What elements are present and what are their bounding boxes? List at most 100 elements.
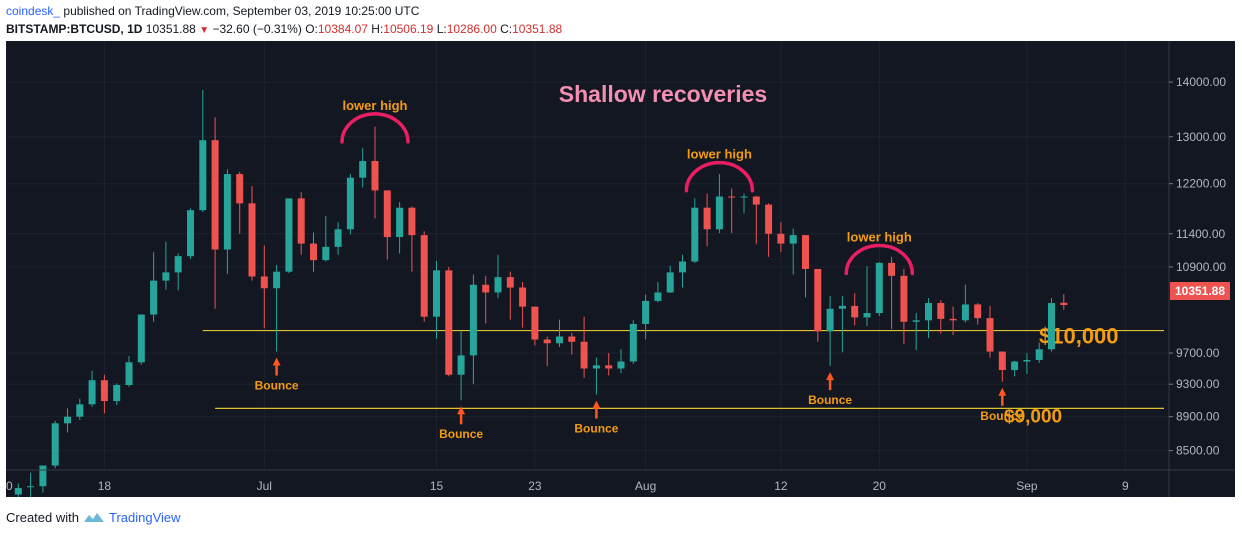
- candle-body: [531, 306, 539, 340]
- candle-body: [223, 174, 231, 250]
- support-lines: $10,000$9,000: [202, 324, 1164, 427]
- candle-body: [679, 261, 686, 273]
- x-tick-label: Aug: [635, 479, 656, 493]
- chart-title: Shallow recoveries: [559, 81, 767, 107]
- candle-body: [814, 268, 822, 332]
- y-tick-label: 9300.00: [1176, 377, 1220, 391]
- close-value: 10351.88: [512, 22, 563, 36]
- candle-body: [260, 276, 268, 289]
- candle-body: [236, 174, 244, 204]
- candle-body: [592, 365, 600, 369]
- candle-body: [88, 380, 96, 405]
- candle-body: [568, 336, 576, 342]
- annotations: lower high lower high lower high Bounce Boun…: [255, 98, 1025, 441]
- bounce-arrow-head: [457, 406, 466, 415]
- lower-high-label: lower high: [687, 147, 752, 162]
- bounce-label: Bounce: [808, 393, 852, 407]
- open-label: O:: [305, 22, 318, 36]
- lower-high-label: lower high: [343, 98, 408, 113]
- candle-body: [974, 304, 982, 319]
- candle-body: [383, 190, 391, 238]
- y-tick-label: 10900.00: [1176, 260, 1226, 274]
- lower-high-arc: [340, 112, 410, 144]
- low-value: 10286.00: [446, 22, 497, 36]
- candle-body: [556, 336, 563, 344]
- x-tick-label: 15: [430, 479, 444, 493]
- candle-body: [937, 303, 945, 319]
- candle-body: [949, 318, 957, 321]
- candle-body: [211, 140, 219, 250]
- candles: [14, 90, 1068, 497]
- y-tick-label: 13000.00: [1176, 130, 1226, 144]
- candle-body: [519, 287, 527, 307]
- x-tick-label: 12: [774, 479, 788, 493]
- coindesk-author[interactable]: coindesk_: [6, 4, 61, 18]
- chart-background: [6, 41, 1235, 497]
- candle-body: [125, 362, 133, 385]
- candle-body: [703, 207, 711, 230]
- x-tick-label: 18: [98, 479, 112, 493]
- candle-body: [666, 272, 674, 293]
- lower-high-label: lower high: [847, 230, 912, 245]
- time-axis[interactable]: 10 18 Jul 15 23 Aug 12 20 Sep 9: [6, 479, 1129, 493]
- candle-body: [285, 198, 293, 272]
- x-tick-label: 9: [1122, 479, 1129, 493]
- high-label: H:: [371, 22, 384, 36]
- x-tick-label: 20: [873, 479, 887, 493]
- down-triangle-icon: ▼: [199, 25, 210, 36]
- candle-body: [851, 305, 859, 318]
- x-tick-label: Jul: [257, 479, 272, 493]
- tradingview-link[interactable]: TradingView: [108, 510, 181, 525]
- candle-body: [310, 243, 317, 261]
- high-value: 10506.19: [383, 22, 434, 36]
- y-tick-label: 8500.00: [1176, 444, 1220, 458]
- candle-body: [629, 323, 637, 362]
- bounce-arrow-head: [272, 357, 281, 366]
- candle-body: [420, 235, 428, 317]
- candle-body: [961, 304, 969, 321]
- published-text: published on TradingView.com, September …: [63, 4, 420, 18]
- close-label: C:: [500, 22, 513, 36]
- candle-body: [925, 303, 932, 321]
- x-tick-label: 23: [528, 479, 542, 493]
- lower-high-arc: [684, 160, 755, 193]
- price-axis[interactable]: 14000.00 13000.00 12200.00 11400.00 10900.00…: [1169, 75, 1226, 458]
- candle-body: [912, 320, 920, 322]
- candle-body: [642, 300, 650, 324]
- candle-body: [1060, 302, 1068, 306]
- candle-body: [457, 355, 465, 375]
- candle-body: [113, 384, 121, 402]
- candle-body: [297, 198, 305, 244]
- open-value: 10384.07: [317, 22, 368, 36]
- candle-body: [506, 277, 514, 288]
- candle-body: [482, 284, 490, 293]
- candle-body: [162, 272, 170, 281]
- candle-body: [51, 423, 59, 466]
- candle-body: [76, 404, 84, 417]
- candle-body: [580, 341, 588, 369]
- bounce-label: Bounce: [439, 427, 483, 441]
- publish-info: coindesk_ published on TradingView.com, …: [6, 4, 419, 18]
- candle-body: [187, 210, 194, 257]
- symbol-name: BITSTAMP:BTCUSD, 1D: [6, 22, 143, 36]
- y-tick-label: 14000.00: [1176, 75, 1226, 89]
- candle-body: [137, 314, 145, 363]
- bounce-label: Bounce: [980, 409, 1024, 423]
- candle-body: [359, 161, 367, 178]
- candle-body: [396, 207, 404, 238]
- bounce-label: Bounce: [574, 422, 618, 436]
- last-price: 10351.88: [145, 22, 196, 36]
- candle-body: [715, 196, 723, 230]
- y-tick-label: 12200.00: [1176, 177, 1226, 191]
- last-price-label: 10351.88: [1175, 284, 1225, 298]
- candle-body: [334, 229, 342, 247]
- candle-body: [27, 486, 35, 488]
- candle-body: [322, 246, 330, 261]
- candle-body: [1011, 361, 1019, 371]
- candle-body: [838, 305, 846, 309]
- y-tick-label: 9700.00: [1176, 346, 1220, 360]
- candle-body: [469, 284, 477, 356]
- candle-body: [1023, 359, 1031, 362]
- candle-body: [752, 196, 760, 205]
